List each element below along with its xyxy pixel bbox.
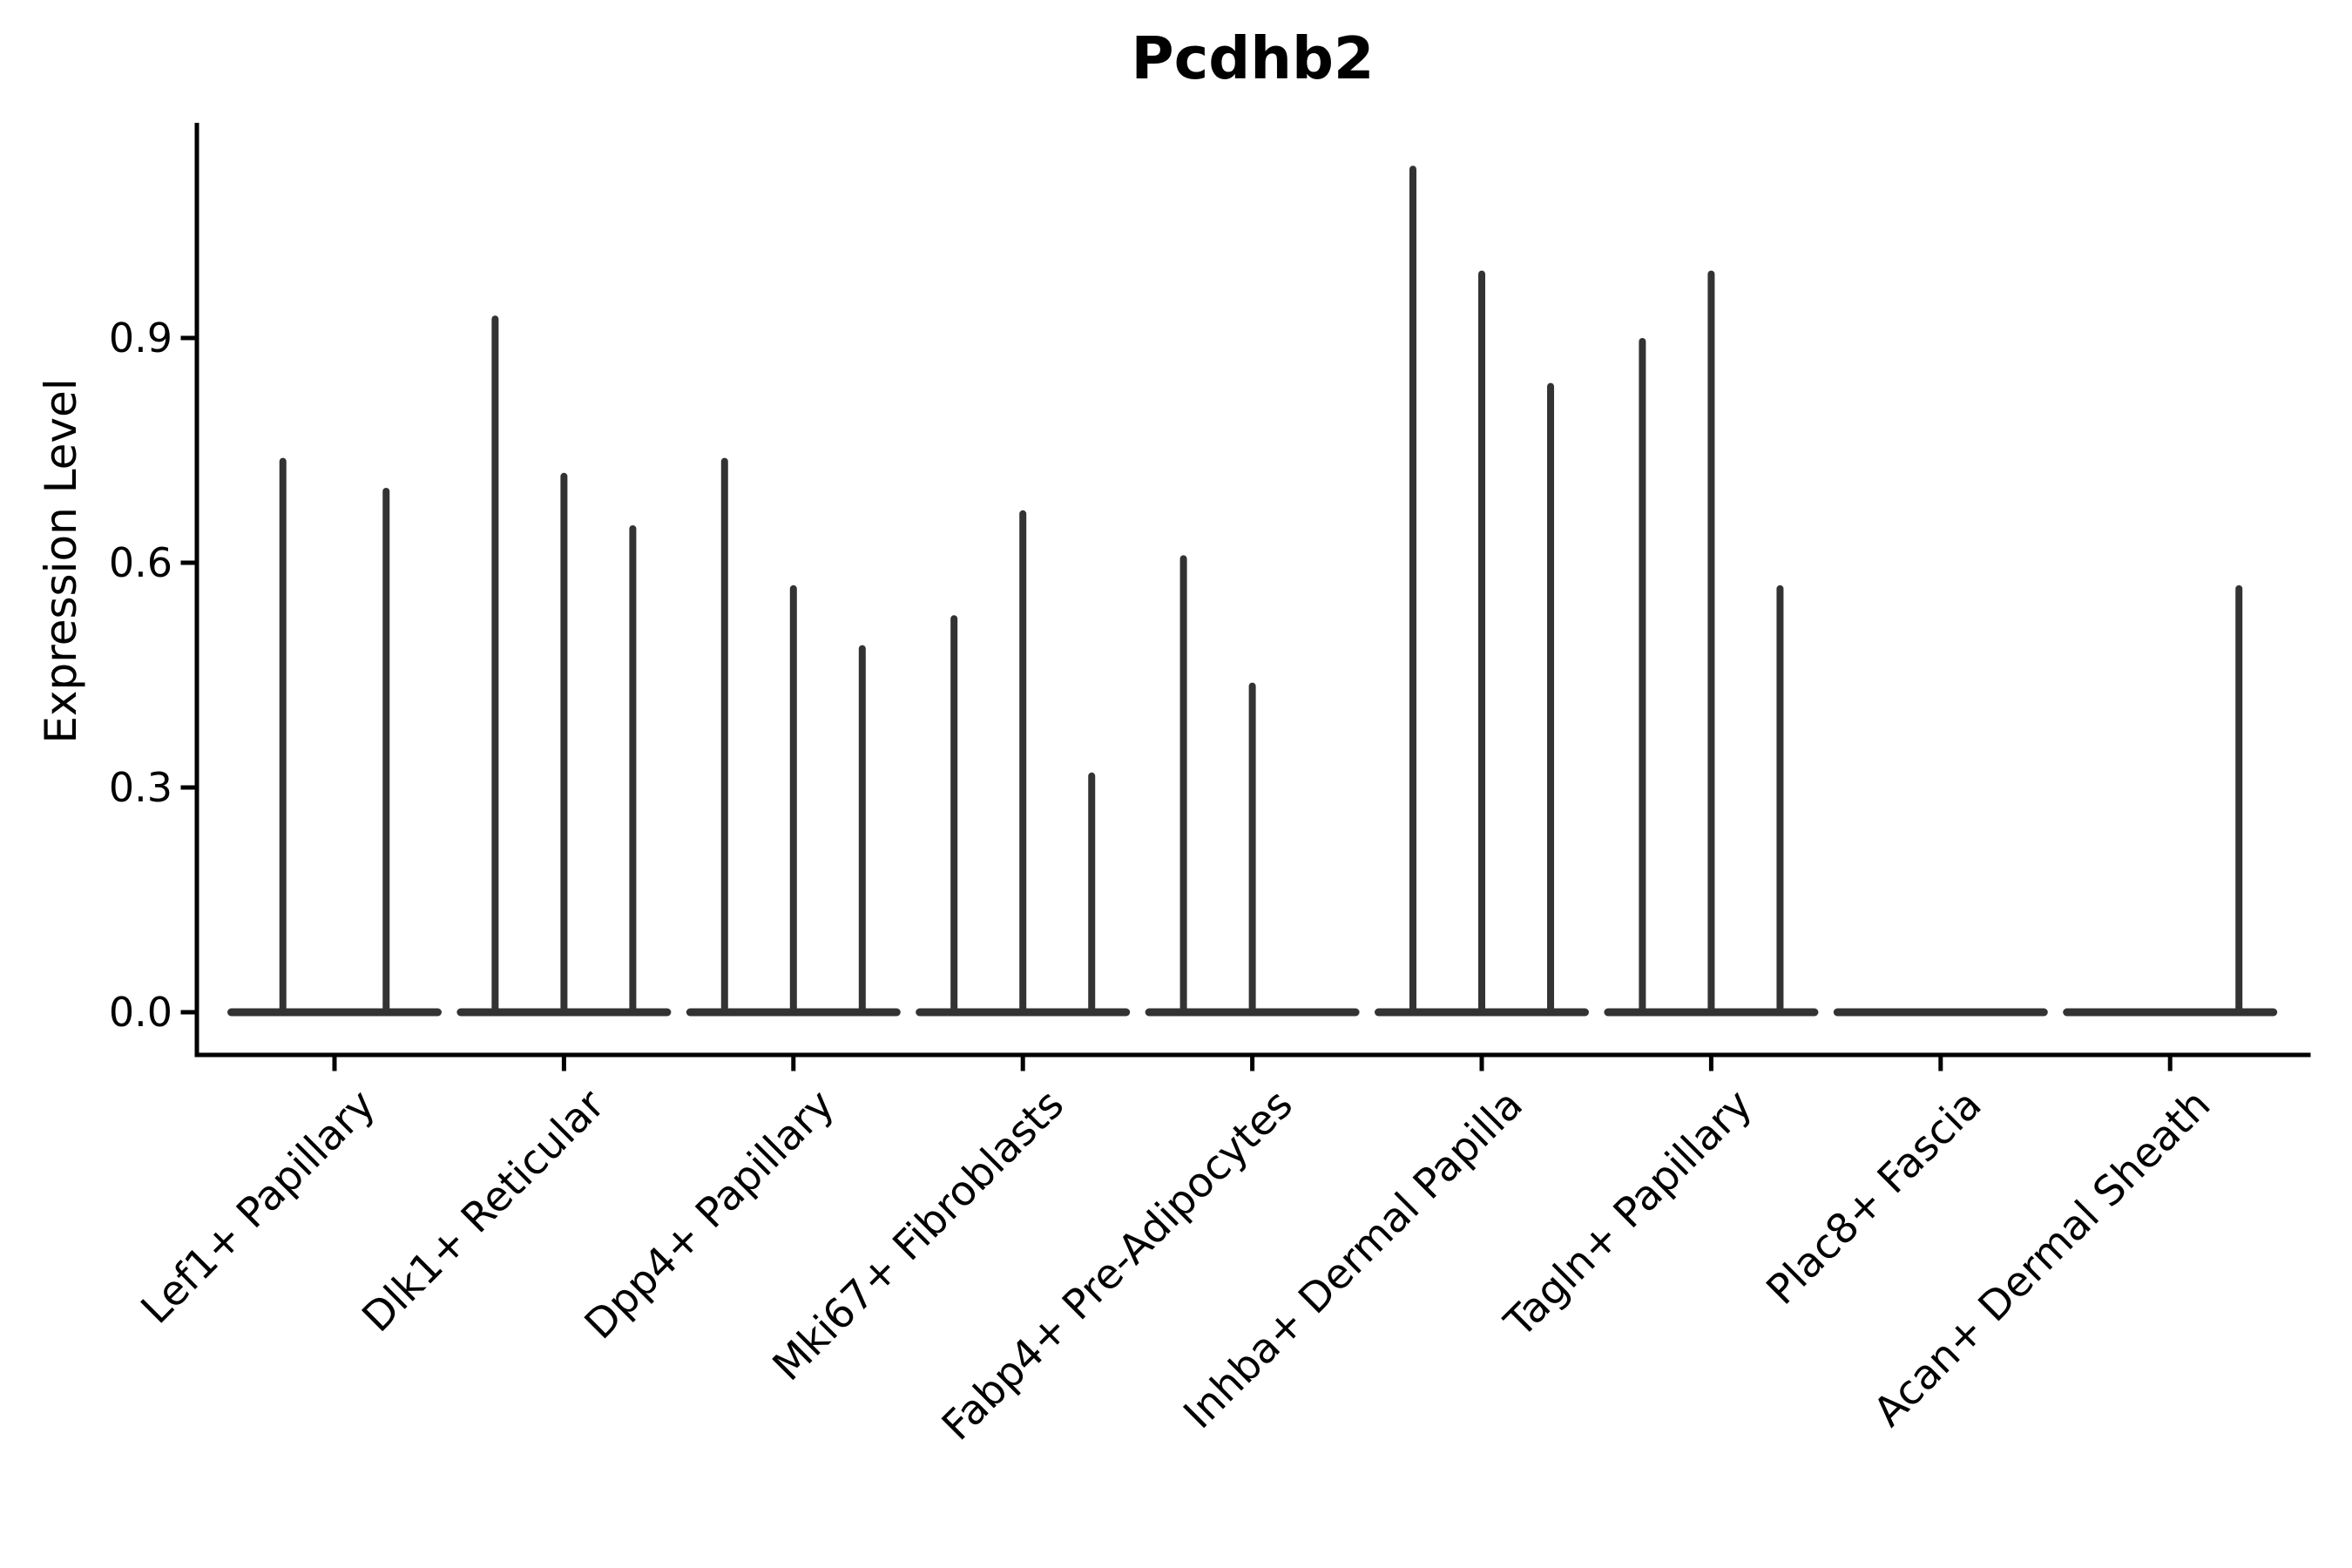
violin-baseline bbox=[227, 1008, 442, 1017]
violin-spike bbox=[789, 585, 797, 1017]
violin-spike bbox=[1019, 510, 1027, 1017]
y-tick bbox=[180, 1010, 195, 1015]
x-tick bbox=[1938, 1057, 1943, 1071]
y-tick bbox=[180, 560, 195, 565]
x-tick bbox=[332, 1057, 337, 1071]
axis-spine-left bbox=[194, 123, 199, 1058]
x-tick bbox=[1708, 1057, 1713, 1071]
chart-title: Pcdhb2 bbox=[1131, 24, 1375, 92]
violin-baseline bbox=[2063, 1008, 2278, 1017]
violin-spike bbox=[491, 315, 499, 1017]
violin-spike bbox=[2235, 585, 2243, 1017]
x-tick bbox=[2167, 1057, 2173, 1071]
violin-spike bbox=[382, 488, 390, 1017]
x-tick bbox=[1020, 1057, 1025, 1071]
violin-spike bbox=[279, 457, 287, 1017]
violin-spike bbox=[1776, 585, 1784, 1017]
violin-spike bbox=[1248, 682, 1256, 1017]
y-tick bbox=[180, 335, 195, 341]
violin-baseline bbox=[1833, 1008, 2048, 1017]
y-tick-label: 0.0 bbox=[108, 989, 172, 1036]
x-tick bbox=[1250, 1057, 1255, 1071]
x-tick bbox=[561, 1057, 566, 1071]
y-tick-label: 0.6 bbox=[108, 539, 172, 586]
violin-spike bbox=[1478, 270, 1485, 1017]
violin-spike bbox=[1639, 338, 1646, 1017]
violin-spike bbox=[858, 645, 866, 1017]
x-tick bbox=[1479, 1057, 1484, 1071]
y-tick-label: 0.3 bbox=[108, 764, 172, 811]
violin-spike bbox=[560, 472, 568, 1017]
violin-spike bbox=[1179, 555, 1187, 1017]
y-tick-label: 0.9 bbox=[108, 314, 172, 362]
violin-spike bbox=[1707, 270, 1715, 1017]
violin-spike bbox=[1409, 166, 1416, 1017]
violin-spike bbox=[629, 525, 637, 1017]
violin-spike bbox=[720, 457, 728, 1017]
violin-spike bbox=[1547, 382, 1555, 1017]
x-tick bbox=[791, 1057, 796, 1071]
axis-spine-bottom bbox=[194, 1052, 2311, 1058]
violin-spike bbox=[1088, 772, 1096, 1017]
y-tick bbox=[180, 785, 195, 790]
violin-spike bbox=[950, 615, 958, 1017]
